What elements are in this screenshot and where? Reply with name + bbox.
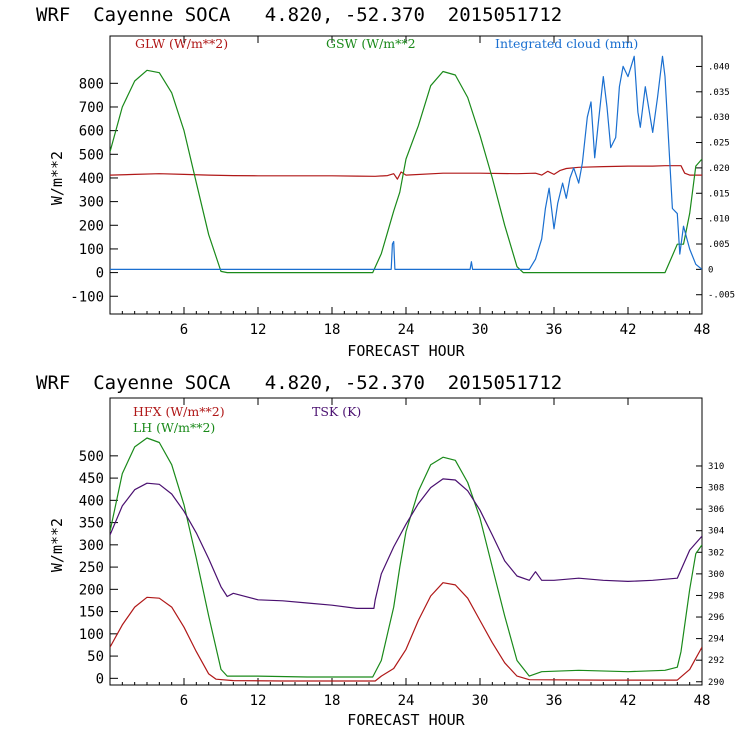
plot-frame [109,397,703,686]
x-axis-label: FORECAST HOUR [347,342,465,360]
y-tick-label: -100 [70,289,104,305]
y2-tick-label: 300 [708,570,724,580]
series-line-integrated [110,55,702,270]
x-tick-label: 24 [398,322,415,338]
x-tick-label: 6 [180,322,188,338]
series-line-gsw [110,69,702,274]
x-tick-label: 18 [324,693,341,709]
y-tick-label: 100 [79,627,104,643]
x-tick-label: 12 [250,693,267,709]
y2-tick-label: 304 [708,527,724,537]
legend-integrated: Integrated cloud (mm) [495,36,638,51]
y2-tick-label: 298 [708,591,724,601]
y-tick-label: 100 [79,242,104,258]
y2-tick-label: 308 [708,484,724,494]
y2-tick-label: .005 [708,240,730,250]
y2-tick-label: .015 [708,189,730,199]
series-line-hfx [110,582,702,682]
y2-tick-label: 290 [708,678,724,688]
x-tick-label: 36 [546,322,563,338]
x-tick-label: 48 [694,693,711,709]
y2-tick-label: 302 [708,548,724,558]
y-tick-label: 450 [79,471,104,487]
y-axis-label: W/m**2 [48,151,66,205]
y-tick-label: 800 [79,76,104,92]
y-axis-label: W/m**2 [48,518,66,572]
y2-tick-label: 310 [708,462,724,472]
y-tick-label: 600 [79,124,104,140]
legend-hfx: HFX (W/m**2) [133,404,225,419]
x-tick-label: 42 [620,322,637,338]
x-tick-label: 18 [324,322,341,338]
y-tick-label: 400 [79,493,104,509]
y2-tick-label: .030 [708,113,730,123]
x-tick-label: 24 [398,693,415,709]
legend-tsk: TSK (K) [312,404,361,419]
series-line-glw [110,165,702,180]
y2-tick-label: .040 [708,62,730,72]
series-line-lh [110,437,702,678]
y-tick-label: 700 [79,100,104,116]
x-tick-label: 48 [694,322,711,338]
chart-title: WRF Cayenne SOCA 4.820, -52.370 20150517… [36,372,562,394]
x-tick-label: 30 [472,693,489,709]
y-tick-label: 350 [79,516,104,532]
y2-tick-label: 296 [708,613,724,623]
y2-tick-label: .025 [708,139,730,149]
x-tick-label: 6 [180,693,188,709]
panel-1: WRF Cayenne SOCA 4.820, -52.370 20150517… [36,4,735,360]
y-tick-label: 400 [79,171,104,187]
legend-glw: GLW (W/m**2) [135,36,228,51]
y2-tick-label: .035 [708,88,730,98]
y-tick-label: 300 [79,538,104,554]
y-tick-label: 50 [87,649,104,665]
x-axis-label: FORECAST HOUR [347,711,465,729]
x-tick-label: 36 [546,693,563,709]
y-tick-label: 500 [79,147,104,163]
y-tick-label: 0 [96,266,104,282]
legend-lh: LH (W/m**2) [133,420,215,435]
y-tick-label: 150 [79,605,104,621]
chart-title: WRF Cayenne SOCA 4.820, -52.370 20150517… [36,4,562,26]
y-tick-label: 300 [79,195,104,211]
x-tick-label: 30 [472,322,489,338]
y2-tick-label: .010 [708,215,730,225]
y-tick-label: 0 [96,671,104,687]
y2-tick-label: -.005 [708,291,735,301]
x-tick-label: 42 [620,693,637,709]
series-line-tsk [110,478,702,609]
y-tick-label: 250 [79,560,104,576]
panel-2: WRF Cayenne SOCA 4.820, -52.370 20150517… [36,372,724,729]
y2-tick-label: 292 [708,656,724,666]
y2-tick-label: 0 [708,265,713,275]
y-tick-label: 200 [79,582,104,598]
y-tick-label: 500 [79,449,104,465]
legend-gsw: GSW (W/m**2 [326,36,416,51]
y2-tick-label: 306 [708,505,724,515]
y2-tick-label: .020 [708,164,730,174]
y2-tick-label: 294 [708,635,724,645]
y-tick-label: 200 [79,218,104,234]
x-tick-label: 12 [250,322,267,338]
